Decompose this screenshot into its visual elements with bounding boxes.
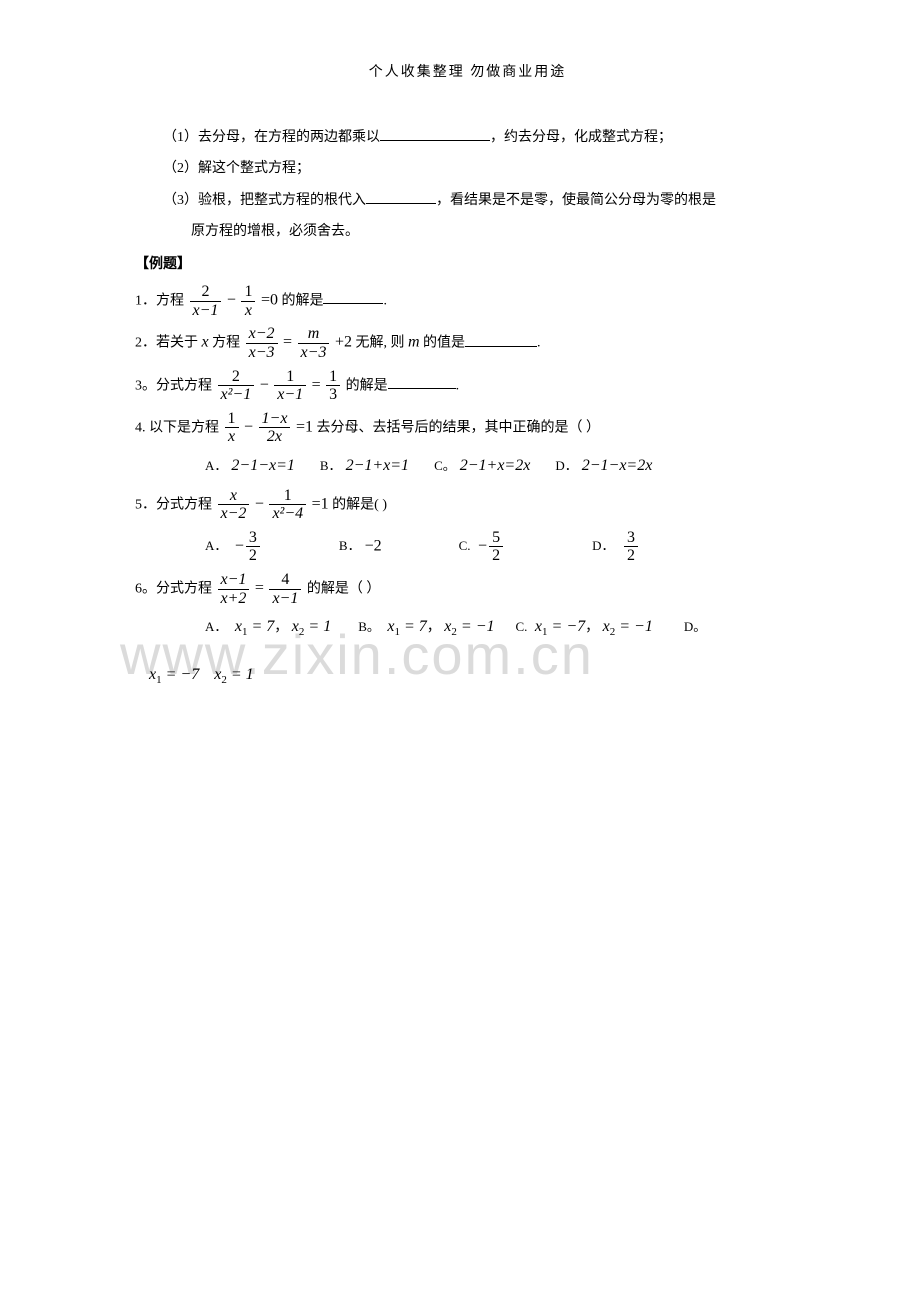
q4-choices: A． 2−1−x=1 B． 2−1+x=1 C。 2−1+x=2x D． 2−1−x=2… (135, 452, 800, 481)
question-3: 3。分式方程 2x²−1 − 1x−1 = 13 的解是. (135, 368, 800, 404)
q3-frac2: 1x−1 (274, 368, 306, 404)
blank-2 (366, 189, 436, 204)
q2-frac1: x−2x−3 (246, 325, 278, 361)
q4-label-d: D． (555, 458, 577, 473)
q6-pre: 6。分式方程 (135, 581, 212, 596)
q1-end: . (383, 293, 387, 308)
q6-frac2: 4x−1 (269, 571, 301, 607)
q1-post: 的解是 (281, 293, 323, 308)
q2-post: 无解, 则 (355, 336, 404, 351)
q3-frac1: 2x²−1 (218, 368, 255, 404)
q4-frac1: 1x (225, 410, 239, 446)
q5-post: 的解是( ) (332, 497, 387, 512)
q6-b1: x1 = 7 (387, 618, 426, 635)
q4-frac2: 1−x2x (259, 410, 291, 446)
blank-1 (380, 126, 490, 141)
step1-pre: （1）去分母，在方程的两边都乘以 (163, 130, 380, 145)
step3-pre: （3）验根，把整式方程的根代入 (163, 193, 366, 208)
q5-label-c: C. (459, 538, 471, 553)
q4-label-c: C。 (434, 458, 456, 473)
q6-post: 的解是（ ） (307, 581, 381, 596)
step-2: （2）解这个整式方程； (135, 156, 800, 181)
q2-pre: 2．若关于 (135, 336, 198, 351)
question-6: 6。分式方程 x−1x+2 = 4x−1 的解是（ ） (135, 571, 800, 607)
step-3b: 原方程的增根，必须舍去。 (135, 219, 800, 244)
q4-eq: =1 (296, 418, 313, 435)
q6-choices: A． x1 = 7， x2 = 1 B。 x1 = 7， x2 = −1 C. … (135, 613, 800, 643)
step1-post: ，约去分母，化成整式方程； (490, 130, 672, 145)
minus3: − (244, 418, 253, 435)
q6-d2: x2 = 1 (214, 666, 253, 683)
q6-a1: x1 = 7 (235, 618, 274, 635)
q5-ans-c: 52 (489, 529, 503, 565)
q4-label-b: B． (320, 458, 342, 473)
q6-c1: x1 = −7 (535, 618, 585, 635)
q2-plus: +2 (335, 334, 352, 351)
q6-a2: x2 = 1 (292, 618, 331, 635)
q4-label-a: A． (205, 458, 227, 473)
q1-frac2: 1x (241, 283, 255, 319)
minus4: − (255, 495, 264, 512)
q6-frac1: x−1x+2 (218, 571, 250, 607)
question-2: 2．若关于 x 方程 x−2x−3 = mx−3 +2 无解, 则 m 的值是. (135, 325, 800, 361)
q5-ans-d: 32 (624, 529, 638, 565)
blank-4 (465, 332, 537, 347)
q5-pre: 5．分式方程 (135, 497, 212, 512)
blank-5 (388, 374, 456, 389)
q6-d1: x1 = −7 (149, 666, 199, 683)
q6-b2: x2 = −1 (444, 618, 494, 635)
eq: = (283, 334, 292, 351)
q5-ans-b: −2 (365, 537, 382, 554)
q5-frac1: xx−2 (218, 487, 250, 523)
q6-choices-line2: x1 = −7 x2 = 1 (135, 661, 800, 691)
q1-frac1: 2x−1 (190, 283, 222, 319)
step3-post: ，看结果是不是零，使最简公分母为零的根是 (436, 193, 716, 208)
question-4: 4. 以下是方程 1x − 1−x2x =1 去分母、去括号后的结果，其中正确的… (135, 410, 800, 446)
examples-title: 【例题】 (135, 252, 800, 277)
q3-pre: 3。分式方程 (135, 378, 212, 393)
q3-frac3: 13 (326, 368, 340, 404)
q3-end: . (456, 378, 460, 393)
q5-eq: =1 (312, 495, 329, 512)
q5-label-a: A． (205, 538, 227, 553)
q5-ans-a: 32 (246, 529, 260, 565)
q4-pre: 4. 以下是方程 (135, 420, 219, 435)
q5-label-d: D． (592, 538, 614, 553)
q1-pre: 1．方程 (135, 293, 184, 308)
q5-choices: A． −32 B．−2 C. −52 D． 32 (135, 529, 800, 565)
q4-a: 2−1−x=1 (231, 457, 295, 474)
eq3: = (255, 579, 264, 596)
q4-c: 2−1+x=2x (460, 457, 531, 474)
q4-post: 去分母、去括号后的结果，其中正确的是（ ） (316, 420, 600, 435)
blank-3 (323, 289, 383, 304)
q4-d: 2−1−x=2x (582, 457, 653, 474)
q2-post2: 的值是 (423, 336, 465, 351)
neg: − (235, 537, 244, 554)
q6-label-a: A． (205, 619, 227, 634)
step-1: （1）去分母，在方程的两边都乘以 ，约去分母，化成整式方程； (135, 125, 800, 150)
q2-mid: 方程 (212, 336, 240, 351)
q3-post: 的解是 (346, 378, 388, 393)
minus2: − (260, 376, 269, 393)
question-5: 5．分式方程 xx−2 − 1x²−4 =1 的解是( ) (135, 487, 800, 523)
q6-label-c: C. (515, 619, 527, 634)
q4-b: 2−1+x=1 (346, 457, 410, 474)
neg2: − (478, 537, 487, 554)
step-3a: （3）验根，把整式方程的根代入 ，看结果是不是零，使最简公分母为零的根是 (135, 188, 800, 213)
x-var: x (202, 334, 209, 351)
q2-end: . (537, 336, 541, 351)
q2-frac2: mx−3 (298, 325, 330, 361)
q1-eq: =0 (261, 291, 278, 308)
q6-label-d: D。 (684, 619, 706, 634)
minus: − (227, 291, 236, 308)
q6-label-b: B。 (358, 619, 380, 634)
m-var: m (408, 334, 420, 351)
question-1: 1．方程 2x−1 − 1x =0 的解是. (135, 283, 800, 319)
q5-frac2: 1x²−4 (269, 487, 306, 523)
eq2: = (312, 376, 321, 393)
q6-c2: x2 = −1 (603, 618, 653, 635)
page-header: 个人收集整理 勿做商业用途 (135, 60, 800, 85)
q5-label-b: B． (339, 538, 361, 553)
